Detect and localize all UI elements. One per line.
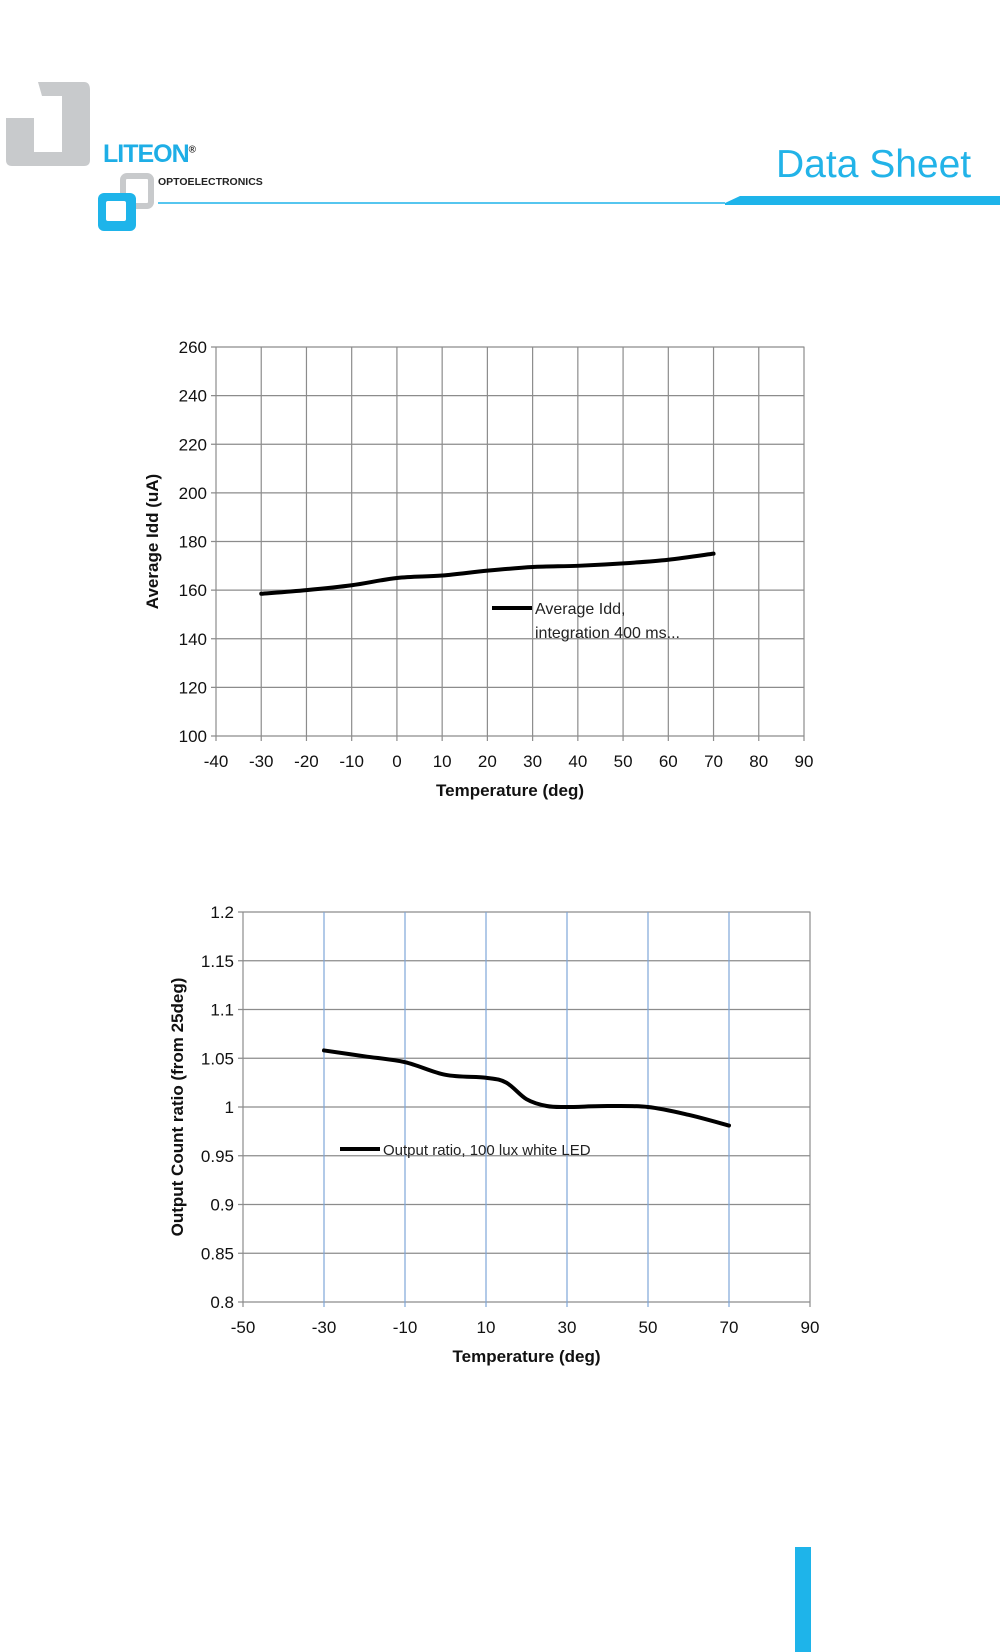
x-tick-label: 30 <box>523 752 542 771</box>
x-axis-label: Temperature (deg) <box>453 1347 601 1366</box>
brand-logo: LITEON® <box>103 140 196 168</box>
y-tick-label: 0.8 <box>210 1293 234 1312</box>
y-tick-label: 0.9 <box>210 1196 234 1215</box>
legend-label: Output ratio, 100 lux white LED <box>383 1142 591 1159</box>
y-tick-label: 1.15 <box>201 952 234 971</box>
x-tick-label: 90 <box>801 1318 820 1337</box>
footer-accent-bar <box>795 1547 811 1652</box>
x-tick-label: -10 <box>339 752 364 771</box>
x-tick-label: 40 <box>568 752 587 771</box>
chart-average-idd: 100 120 140 160 180 200 220 240 260 -40 -30 -20 -10 0… <box>143 338 814 800</box>
y-tick-label: 100 <box>179 727 207 746</box>
y-axis-label: Output Count ratio (from 25deg) <box>168 978 187 1237</box>
x-tick-label: -20 <box>294 752 319 771</box>
y-tick-label: 120 <box>179 678 207 697</box>
document-title: Data Sheet <box>776 143 972 186</box>
x-tick-label: 60 <box>659 752 678 771</box>
x-tick-label: -10 <box>393 1318 418 1337</box>
x-tick-label: 70 <box>720 1318 739 1337</box>
y-tick-label: 1 <box>225 1098 234 1117</box>
x-axis-label: Temperature (deg) <box>436 781 584 800</box>
x-tick-label: 0 <box>392 752 401 771</box>
y-tick-label: 1.1 <box>210 1001 234 1020</box>
x-tick-label: 90 <box>795 752 814 771</box>
x-tick-label: 70 <box>704 752 723 771</box>
x-tick-label: 20 <box>478 752 497 771</box>
x-tick-label: -30 <box>312 1318 337 1337</box>
y-tick-label: 140 <box>179 630 207 649</box>
x-tick-label: -40 <box>204 752 229 771</box>
y-tick-label: 1.2 <box>210 903 234 922</box>
x-tick-label: 10 <box>433 752 452 771</box>
x-tick-label: 10 <box>477 1318 496 1337</box>
y-axis-label: Average Idd (uA) <box>143 474 162 609</box>
x-tick-label: -50 <box>231 1318 256 1337</box>
y-tick-label: 180 <box>179 533 207 552</box>
y-tick-label: 240 <box>179 387 207 406</box>
x-tick-label: 50 <box>614 752 633 771</box>
chart-output-ratio: 0.8 0.85 0.9 0.95 1 1.05 1.1 1.15 1.2 -50 -30 -10 10… <box>168 903 820 1366</box>
y-tick-label: 260 <box>179 338 207 357</box>
y-tick-label: 220 <box>179 435 207 454</box>
y-tick-label: 160 <box>179 581 207 600</box>
y-tick-label: 0.85 <box>201 1244 234 1263</box>
x-tick-label: 30 <box>558 1318 577 1337</box>
y-tick-label: 1.05 <box>201 1049 234 1068</box>
y-tick-label: 0.95 <box>201 1147 234 1166</box>
brand-subtitle: OPTOELECTRONICS <box>158 176 263 188</box>
x-tick-label: 80 <box>749 752 768 771</box>
x-tick-label: 50 <box>639 1318 658 1337</box>
legend-label: Average Idd, integration 400 ms... <box>535 601 680 642</box>
y-tick-label: 200 <box>179 484 207 503</box>
x-tick-label: -30 <box>249 752 274 771</box>
logo-mark <box>6 82 1000 231</box>
